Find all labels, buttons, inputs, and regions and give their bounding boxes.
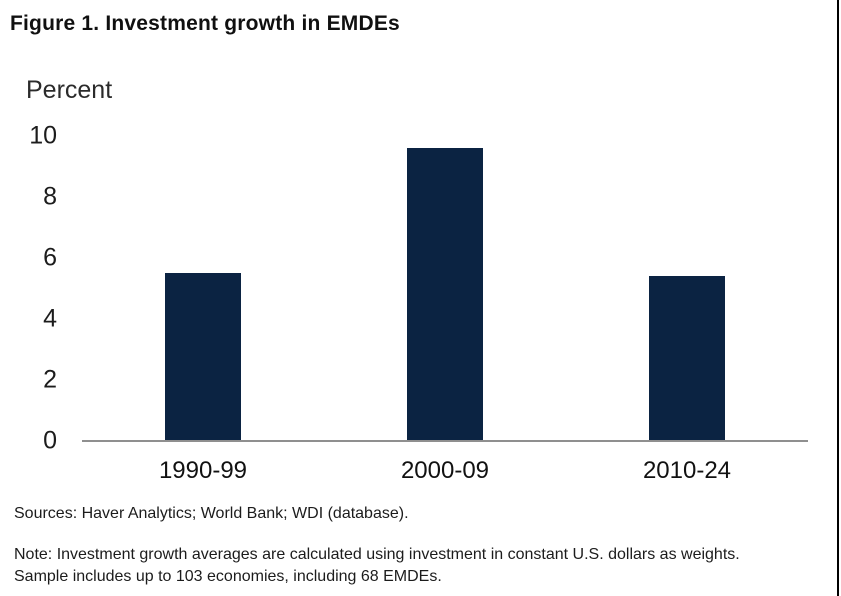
bar-2000-09: [407, 148, 483, 441]
y-axis-title: Percent: [26, 76, 113, 104]
sources-text: Sources: Haver Analytics; World Bank; WD…: [14, 505, 409, 522]
y-tick-label: 6: [43, 243, 57, 272]
x-axis-label-1990-99: 1990-99: [158, 457, 248, 484]
x-axis-line: [82, 440, 808, 442]
x-axis-category-labels: 1990-99 2000-09 2010-24: [82, 457, 808, 487]
y-tick-label: 2: [43, 365, 57, 394]
y-tick-label: 4: [43, 304, 57, 333]
y-tick-label: 10: [29, 121, 57, 150]
y-tick-label: 0: [43, 426, 57, 455]
figure-title: Figure 1. Investment growth in EMDEs: [10, 12, 400, 35]
note-text: Note: Investment growth averages are cal…: [14, 546, 740, 585]
x-axis-label-2000-09: 2000-09: [400, 457, 490, 484]
x-axis-label-2010-24: 2010-24: [642, 457, 732, 484]
bar-1990-99: [165, 273, 241, 441]
y-axis-tick-labels: 0 2 4 6 8 10: [0, 122, 57, 455]
bar-2010-24: [649, 276, 725, 441]
bar-plot-area: [82, 136, 808, 441]
y-tick-label: 8: [43, 182, 57, 211]
figure-right-border: [837, 0, 839, 596]
